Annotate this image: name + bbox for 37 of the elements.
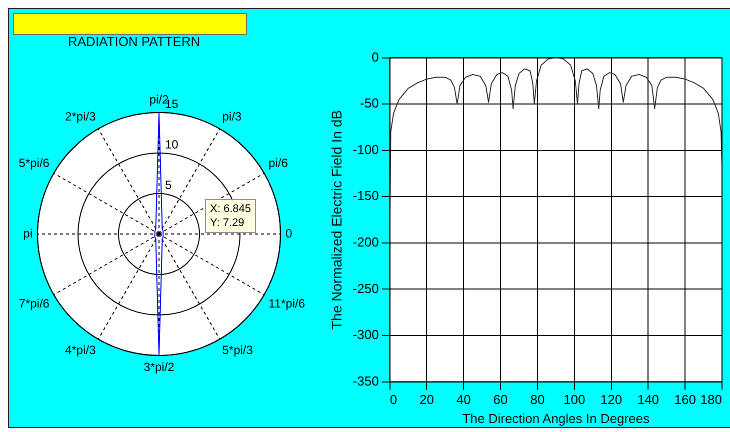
y-tick-label: -150	[352, 188, 379, 204]
spoke-label: pi/2	[149, 92, 169, 107]
y-tick-label: 10	[165, 137, 179, 152]
x-tick-label: 160	[674, 392, 696, 408]
x-tick-label: 20	[419, 392, 434, 408]
spoke-label: 5*pi/6	[18, 156, 50, 170]
y-tick-label: -250	[352, 280, 379, 296]
y-tick-label: -100	[352, 142, 379, 157]
x-tick-label: 180	[700, 392, 722, 408]
spoke-label: 0	[285, 226, 292, 240]
spoke-label: 7*pi/6	[18, 296, 50, 311]
y-tick-label: -50	[360, 96, 379, 111]
spoke-label: pi/6	[268, 156, 288, 170]
spoke-label: pi/3	[222, 110, 242, 124]
x-tick-label: 80	[530, 392, 545, 408]
y-tick-label: 0	[372, 49, 379, 64]
chart-title: RADIATION PATTERN	[68, 34, 200, 49]
x-tick-label: 60	[493, 392, 508, 408]
y-tick-label: -200	[352, 234, 379, 250]
spoke-label: 3*pi/2	[144, 360, 175, 374]
x-tick-label: 120	[600, 392, 622, 408]
spoke-label: 2*pi/3	[65, 110, 96, 124]
text: X: 6.845	[210, 202, 251, 216]
spoke-label: 4*pi/3	[65, 343, 96, 358]
text: Y: 7.29	[210, 216, 246, 230]
spoke-label: 11*pi/6	[268, 296, 306, 311]
x-tick-label: 100	[564, 392, 586, 408]
x-tick-label: 40	[456, 392, 471, 408]
y-tick-label: 5	[165, 178, 172, 192]
x-axis-title: The Direction Angles In Degrees	[462, 410, 650, 426]
spoke-label: 5*pi/3	[222, 343, 254, 358]
x-tick-label: 0	[390, 392, 398, 408]
x-tick-label: 140	[637, 392, 660, 408]
y-axis-title: The Normalized Electric Field In dB	[328, 110, 344, 330]
y-tick-label: -300	[352, 327, 379, 342]
y-tick-label: -350	[352, 373, 379, 388]
spoke-label: pi	[23, 226, 33, 240]
